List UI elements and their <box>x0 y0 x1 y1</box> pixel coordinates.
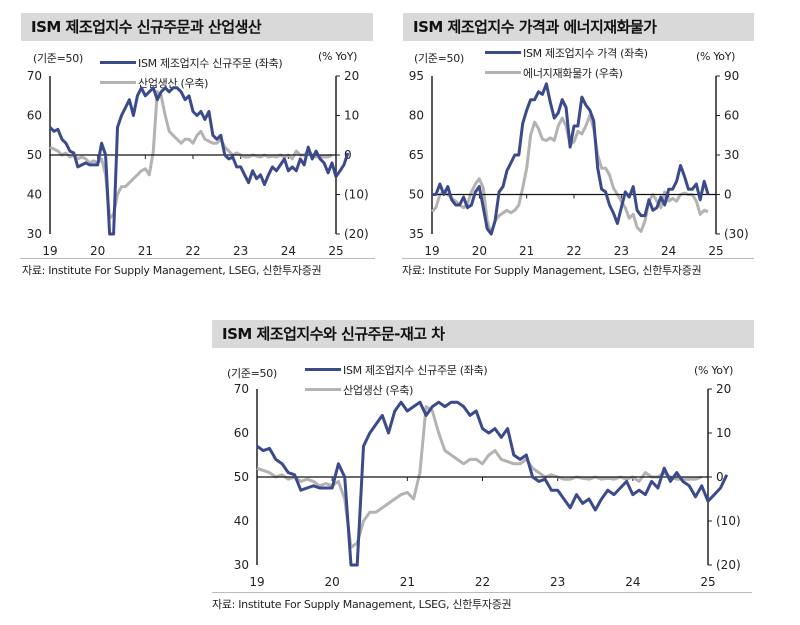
chart-title: ISM 제조업지수와 신규주문-재고 차 <box>212 320 754 348</box>
left-tick-label: 80 <box>409 109 424 123</box>
left-axis-unit: (기준=50) <box>414 52 464 65</box>
right-tick-label: 0 <box>724 188 732 202</box>
legend-label: 에너지재화물가 (우축) <box>523 67 623 80</box>
legend-label: ISM 제조업지수 신규주문 (좌축) <box>138 57 283 70</box>
x-tick-label: 25 <box>700 575 715 589</box>
source-note: 자료: Institute For Supply Management, LSE… <box>22 264 322 277</box>
left-tick-label: 30 <box>234 558 249 572</box>
x-tick-label: 24 <box>625 575 640 589</box>
series-line-left <box>256 400 729 567</box>
x-tick-label: 24 <box>281 244 296 258</box>
left-tick-label: 50 <box>27 148 42 162</box>
source-note: 자료: Institute For Supply Management, LSE… <box>212 598 512 611</box>
legend-label: ISM 제조업지수 신규주문 (좌축) <box>343 364 488 377</box>
right-tick-label: (10) <box>716 514 741 528</box>
right-tick-label: (30) <box>724 227 749 241</box>
left-tick-label: 35 <box>409 227 424 241</box>
legend-swatch <box>485 71 521 74</box>
right-tick-label: 0 <box>716 470 724 484</box>
chart-title: ISM 제조업지수 가격과 에너지재화물가 <box>403 13 754 41</box>
source-divider <box>402 258 754 259</box>
left-tick-label: 70 <box>234 382 249 396</box>
x-tick-label: 19 <box>424 244 439 258</box>
right-axis-unit: (% YoY) <box>696 50 736 63</box>
source-divider <box>20 258 375 259</box>
left-axis-unit: (기준=50) <box>227 367 277 380</box>
chart-title: ISM 제조업지수 신규주문과 산업생산 <box>21 13 373 41</box>
source-divider <box>212 592 752 593</box>
right-tick-label: (10) <box>344 188 369 202</box>
right-axis-unit: (% YoY) <box>318 50 358 63</box>
x-tick-label: 21 <box>138 244 153 258</box>
series-line-left <box>432 82 710 236</box>
x-tick-label: 20 <box>325 575 340 589</box>
left-tick-label: 70 <box>27 69 42 83</box>
left-tick-label: 50 <box>409 188 424 202</box>
right-tick-label: 10 <box>344 109 359 123</box>
x-tick-label: 23 <box>550 575 565 589</box>
legend-label: 산업생산 (우축) <box>343 384 414 397</box>
right-tick-label: 20 <box>344 69 359 83</box>
legend-label: ISM 제조업지수 가격 (좌축) <box>523 47 648 60</box>
legend-swatch <box>485 51 521 54</box>
left-tick-label: 60 <box>234 426 249 440</box>
x-tick-label: 24 <box>661 244 676 258</box>
right-tick-label: 20 <box>716 382 731 396</box>
legend-swatch <box>305 388 341 391</box>
right-tick-label: 60 <box>724 109 739 123</box>
right-tick-label: (20) <box>716 558 741 572</box>
left-tick-label: 40 <box>234 514 249 528</box>
x-tick-label: 19 <box>249 575 264 589</box>
right-axis-unit: (% YoY) <box>694 364 734 377</box>
left-axis-unit: (기준=50) <box>33 52 83 65</box>
x-tick-label: 23 <box>233 244 248 258</box>
right-tick-label: 90 <box>724 69 739 83</box>
left-tick-label: 60 <box>27 109 42 123</box>
x-tick-label: 19 <box>42 244 57 258</box>
left-tick-label: 65 <box>409 148 424 162</box>
x-tick-label: 22 <box>475 575 490 589</box>
legend-swatch <box>305 368 341 371</box>
left-tick-label: 40 <box>27 188 42 202</box>
right-tick-label: (20) <box>344 227 369 241</box>
x-tick-label: 21 <box>400 575 415 589</box>
right-tick-label: 30 <box>724 148 739 162</box>
x-tick-label: 22 <box>566 244 581 258</box>
source-note: 자료: Institute For Supply Management, LSE… <box>402 264 702 277</box>
legend-label: 산업생산 (우축) <box>138 77 209 90</box>
x-tick-label: 23 <box>614 244 629 258</box>
x-tick-label: 21 <box>519 244 534 258</box>
left-tick-label: 95 <box>409 69 424 83</box>
x-tick-label: 25 <box>328 244 343 258</box>
left-tick-label: 30 <box>27 227 42 241</box>
series-line-right <box>256 405 703 549</box>
x-tick-label: 20 <box>472 244 487 258</box>
legend-swatch <box>100 81 136 84</box>
legend-swatch <box>100 61 136 64</box>
right-tick-label: 10 <box>716 426 731 440</box>
x-tick-label: 25 <box>708 244 723 258</box>
left-tick-label: 50 <box>234 470 249 484</box>
x-tick-label: 20 <box>90 244 105 258</box>
series-line-left <box>48 86 350 236</box>
x-tick-label: 22 <box>185 244 200 258</box>
